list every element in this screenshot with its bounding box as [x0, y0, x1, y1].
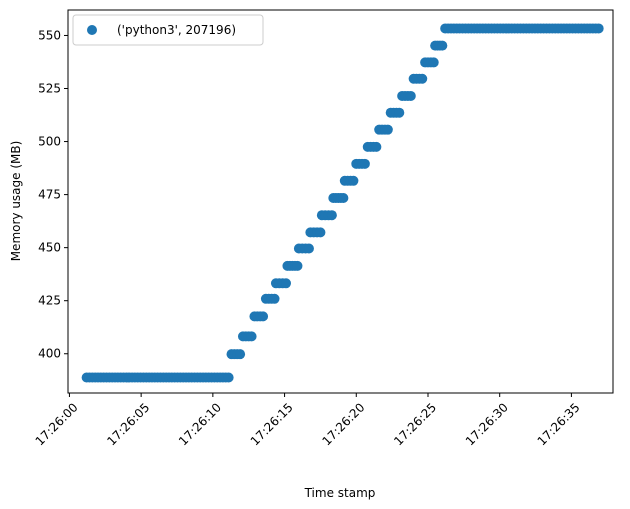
data-point-50: [223, 372, 234, 383]
y-tick-label-450: 450: [38, 241, 61, 255]
data-point-112: [394, 107, 405, 118]
data-point-104: [371, 141, 382, 152]
points-layer: [81, 23, 604, 383]
y-tick-label-550: 550: [38, 28, 61, 42]
data-point-58: [246, 331, 257, 342]
data-point-182: [593, 23, 604, 34]
legend: ('python3', 207196): [72, 14, 264, 46]
data-point-70: [281, 278, 291, 289]
data-point-75: [292, 260, 303, 271]
x-axis-label: Time stamp: [304, 486, 376, 500]
y-tick-label-425: 425: [38, 294, 61, 308]
data-point-66: [269, 293, 280, 304]
data-point-100: [359, 158, 370, 169]
data-point-83: [315, 227, 326, 238]
data-point-108: [382, 124, 393, 135]
data-point-116: [405, 90, 416, 101]
y-tick-label-525: 525: [38, 82, 61, 96]
legend-entry-label: ('python3', 207196): [117, 23, 236, 37]
plot-frame: [67, 9, 614, 394]
legend-marker: [87, 25, 97, 35]
data-point-120: [417, 73, 428, 84]
y-tick-label-500: 500: [38, 135, 61, 149]
y-tick-label-400: 400: [38, 347, 61, 361]
data-point-124: [428, 57, 439, 68]
data-point-92: [338, 193, 349, 203]
y-tick-label-475: 475: [38, 188, 61, 202]
data-point-79: [303, 243, 314, 254]
data-point-96: [348, 175, 359, 186]
legend-box: [72, 14, 264, 46]
y-axis-label: Memory usage (MB): [9, 141, 23, 262]
y-axis: 400 425 450 475 500 525 550: [38, 28, 68, 361]
data-point-62: [258, 311, 269, 322]
data-point-128: [437, 40, 448, 51]
data-point-87: [326, 210, 337, 221]
data-point-54: [235, 349, 246, 360]
